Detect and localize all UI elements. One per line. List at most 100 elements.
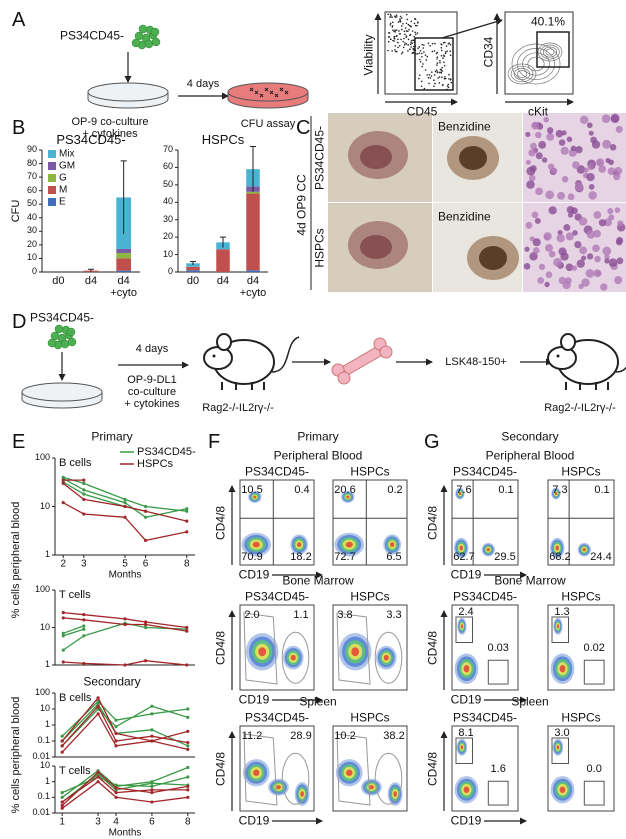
point xyxy=(60,739,64,743)
bone xyxy=(341,345,383,377)
y-tick-label: 60 xyxy=(162,161,173,172)
point xyxy=(96,696,100,700)
y-tick-label: 0.1 xyxy=(37,791,50,802)
quadrant-value: 0.1 xyxy=(594,483,610,496)
point xyxy=(114,795,118,799)
gate xyxy=(455,737,473,764)
flow-event xyxy=(436,58,438,60)
y-tick-label: 10 xyxy=(39,500,50,511)
flow-event xyxy=(436,71,439,73)
cell xyxy=(572,230,578,236)
flow-event xyxy=(445,45,448,47)
cell xyxy=(532,238,541,247)
cell xyxy=(561,176,569,183)
x-tick-label: 8 xyxy=(185,816,191,828)
quadrant-value: 6.5 xyxy=(386,550,402,563)
cell xyxy=(574,240,582,249)
quadrant-value: 7.3 xyxy=(552,483,568,496)
point xyxy=(96,704,100,708)
density xyxy=(486,548,490,552)
bar-segment xyxy=(246,270,260,272)
flow-event xyxy=(442,57,444,59)
y-axis-label: CD4/8 xyxy=(213,630,228,665)
cell xyxy=(548,163,555,170)
flow-event xyxy=(426,74,428,76)
flow-event xyxy=(387,49,389,52)
cell xyxy=(593,211,602,219)
point xyxy=(150,781,154,785)
flow-event xyxy=(418,46,421,48)
cell xyxy=(571,265,578,271)
flow-event xyxy=(420,80,423,83)
quadrant-value: 70.9 xyxy=(241,550,263,563)
flow-event xyxy=(393,38,396,40)
flow-event xyxy=(405,30,408,32)
density xyxy=(459,545,463,551)
cell-label: PS34CD45- xyxy=(29,310,95,325)
tissue-title: Spleen xyxy=(511,694,549,709)
legend-swatch xyxy=(48,198,56,206)
flow-event xyxy=(414,33,417,36)
contour xyxy=(542,46,558,58)
flow-event xyxy=(410,39,413,42)
density xyxy=(300,791,304,797)
cell xyxy=(587,163,595,171)
point xyxy=(61,616,65,620)
quadrant-value: 29.5 xyxy=(494,550,516,563)
density xyxy=(383,654,389,661)
y-axis-label: CD4/8 xyxy=(425,505,440,540)
cell xyxy=(604,254,610,260)
dish xyxy=(87,82,169,102)
point xyxy=(114,731,118,735)
flow-event xyxy=(404,27,407,29)
flow-event xyxy=(389,24,392,26)
gate-value: 38.2 xyxy=(383,729,405,742)
cell xyxy=(601,114,611,123)
flow-event xyxy=(430,75,433,77)
section-title: Secondary xyxy=(83,674,141,689)
flow-event xyxy=(422,63,424,65)
flow-event xyxy=(405,43,408,45)
point xyxy=(61,481,65,485)
cell xyxy=(555,129,564,138)
stain-label: Benzidine xyxy=(438,209,491,224)
cell xyxy=(548,206,557,215)
y-tick-label: 10 xyxy=(162,248,173,259)
flow-event xyxy=(394,49,396,51)
flow-event xyxy=(433,79,435,81)
cell xyxy=(529,174,536,182)
cell xyxy=(535,131,542,139)
point xyxy=(143,620,148,624)
flow-event xyxy=(393,35,396,38)
y-axis-label: % cells peripheral blood xyxy=(9,696,22,814)
flow-event xyxy=(403,30,406,33)
duration-label: 4 days xyxy=(186,77,220,90)
cell xyxy=(604,218,612,227)
point xyxy=(60,803,64,808)
flow-event xyxy=(414,18,417,21)
error-bar xyxy=(190,261,196,266)
legend-label: M xyxy=(59,184,68,196)
flow-event xyxy=(406,30,409,32)
flow-event xyxy=(443,61,445,63)
cell xyxy=(572,161,580,169)
legend-swatch xyxy=(48,186,56,194)
chart-subtitle: B cells xyxy=(59,456,92,469)
cell xyxy=(558,247,567,256)
flow-event xyxy=(395,50,397,53)
y-tick-label: 70 xyxy=(162,144,173,155)
point xyxy=(143,622,148,627)
colony xyxy=(254,90,259,95)
cell xyxy=(560,146,569,155)
flow-event xyxy=(410,20,413,23)
flow-event xyxy=(438,82,441,84)
cell-label: PS34CD45- xyxy=(59,28,125,43)
y-tick-label: 20 xyxy=(26,238,37,249)
flow-event xyxy=(441,70,443,72)
cell-icon xyxy=(131,38,141,48)
cell xyxy=(570,145,577,152)
cell-icon xyxy=(138,24,148,34)
cell xyxy=(615,125,623,133)
y-axis-label: % cells peripheral blood xyxy=(9,501,22,619)
quadrant-value: 18.2 xyxy=(290,550,312,563)
